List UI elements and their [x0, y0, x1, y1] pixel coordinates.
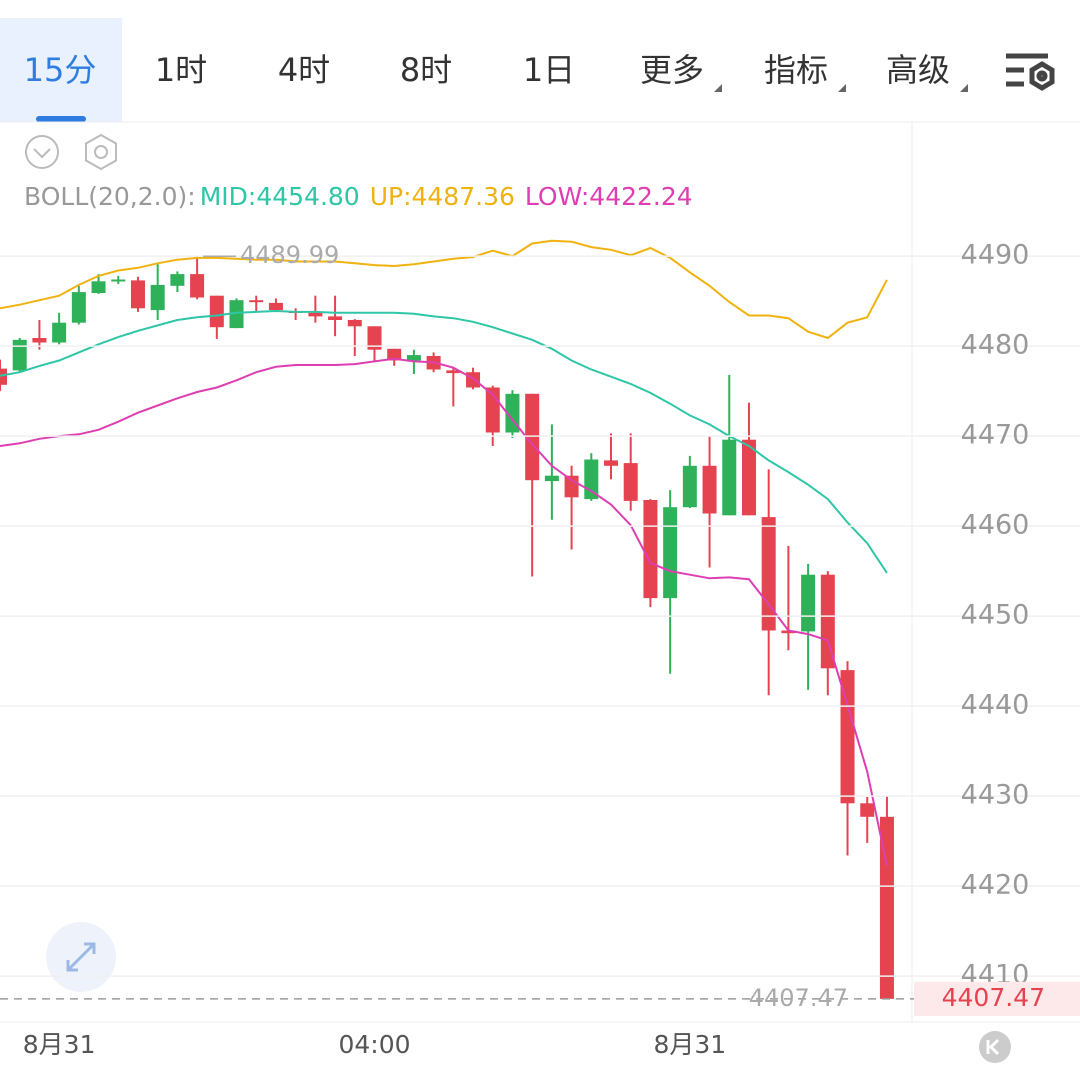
- candle-body: [406, 355, 421, 361]
- candle-body: [722, 439, 737, 516]
- x-tick-label: 04:00: [338, 1030, 410, 1059]
- candle-body: [367, 326, 382, 350]
- settings-button[interactable]: [85, 133, 117, 171]
- chevron: [33, 148, 51, 159]
- candle-body: [190, 274, 205, 298]
- indicator-line: BOLL(20,2.0): MID:4454.80 UP:4487.36 LOW:44…: [24, 182, 693, 211]
- candle-body: [604, 460, 619, 466]
- candle-body: [91, 281, 106, 293]
- boll-line: [0, 309, 888, 574]
- candle-body: [12, 339, 27, 371]
- x-tick-label: 8月31: [23, 1030, 96, 1059]
- candle-body: [860, 803, 875, 817]
- candle-body: [761, 517, 776, 631]
- dropdown-caret: [960, 84, 968, 92]
- candle-body: [623, 463, 638, 501]
- candle-body: [52, 322, 67, 343]
- tab[interactable]: 指标: [764, 51, 828, 89]
- tab-indicator: [36, 116, 86, 122]
- y-tick-label: 4440: [961, 690, 1030, 721]
- candle-body: [130, 280, 145, 309]
- boll-line: [0, 239, 888, 340]
- candle-body: [820, 574, 835, 669]
- candle-body: [0, 368, 7, 385]
- tab[interactable]: 高级: [886, 51, 950, 89]
- candle-body: [702, 465, 717, 514]
- candle-body: [249, 300, 264, 303]
- candle-body: [643, 500, 658, 599]
- last-price-tag-label: 4407.47: [942, 983, 1045, 1012]
- max-marker-label: 4489.99: [240, 241, 339, 269]
- candle-body: [879, 816, 894, 999]
- candle-body: [741, 439, 756, 516]
- last-price-plot-label: 4407.47: [749, 984, 848, 1012]
- y-tick-label: 4430: [961, 780, 1030, 811]
- candle-body: [801, 574, 816, 632]
- candle-body: [446, 370, 461, 374]
- indicator-name: BOLL(20,2.0):: [24, 182, 196, 211]
- indicator-up: UP:4487.36: [370, 182, 515, 211]
- y-tick-label: 4450: [961, 600, 1030, 631]
- candle-body: [564, 475, 579, 498]
- candle-body: [209, 295, 224, 328]
- dropdown-caret: [714, 84, 722, 92]
- gear-center: [94, 145, 108, 159]
- indicator-low: LOW:4422.24: [525, 182, 693, 211]
- boll-line: [0, 357, 888, 867]
- dropdown-caret: [838, 84, 846, 92]
- scroll-icon: [988, 1038, 1000, 1056]
- settings-icon[interactable]: [1006, 53, 1055, 91]
- indicator-mid: MID:4454.80: [200, 182, 360, 211]
- scroll-latest-button[interactable]: [979, 1031, 1011, 1063]
- y-tick-label: 4460: [961, 510, 1030, 541]
- candle-body: [111, 279, 126, 282]
- candle-body: [347, 320, 362, 327]
- candle-body: [229, 300, 244, 329]
- y-tick-label: 4490: [961, 240, 1030, 271]
- last-price-tag: [914, 981, 1080, 1016]
- candle-body: [466, 372, 481, 388]
- candle-body: [781, 630, 796, 634]
- x-tick-label: 8月31: [653, 1030, 726, 1059]
- tab[interactable]: 1日: [523, 51, 575, 89]
- candle-body: [387, 348, 402, 361]
- tab[interactable]: 4时: [278, 51, 330, 89]
- expand-icon: [66, 942, 96, 972]
- candle-body: [170, 274, 185, 286]
- candle-body: [328, 316, 343, 320]
- candle-body: [150, 284, 165, 311]
- candle-body: [268, 302, 283, 311]
- y-tick-label: 4480: [961, 330, 1030, 361]
- candle-body: [663, 507, 678, 599]
- candle-body: [682, 465, 697, 508]
- candle-body: [308, 312, 323, 317]
- collapse-button[interactable]: [25, 135, 59, 169]
- tab[interactable]: 更多: [640, 51, 704, 89]
- y-tick-label: 4470: [961, 420, 1030, 451]
- tab[interactable]: 8时: [400, 51, 452, 89]
- candle-body: [32, 338, 47, 343]
- y-tick-label: 4420: [961, 870, 1030, 901]
- candle-body: [544, 475, 559, 482]
- candle-body: [71, 292, 86, 323]
- tab[interactable]: 1时: [155, 51, 207, 89]
- selected-tab-bg: [0, 18, 122, 122]
- tab[interactable]: 15分: [24, 51, 97, 89]
- candle-body: [525, 393, 540, 481]
- candle-body: [840, 670, 855, 804]
